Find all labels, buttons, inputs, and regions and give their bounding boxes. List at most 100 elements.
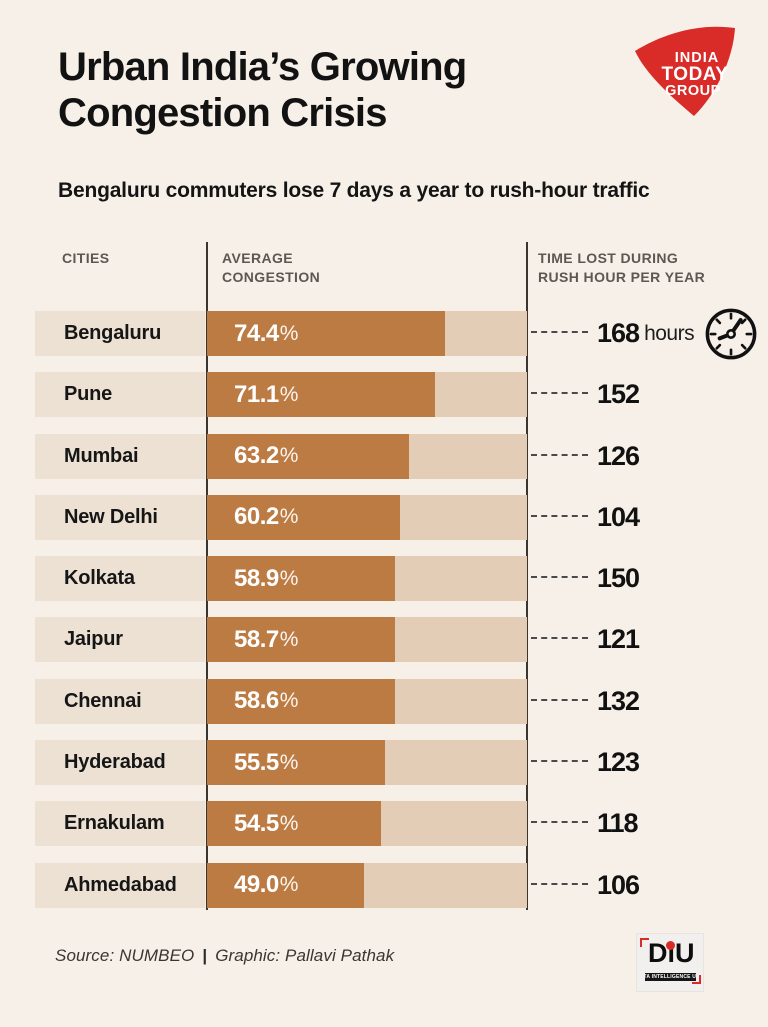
congestion-value: 55.5 — [234, 748, 279, 776]
congestion-bar-track: 49.0% — [207, 862, 527, 908]
time-lost-group: 118 — [597, 801, 643, 846]
percent-sign: % — [279, 382, 299, 406]
dashed-connector-line — [531, 760, 588, 763]
congestion-value: 49.0 — [234, 871, 279, 899]
table-row: Pune 71.1% 152 — [0, 372, 768, 418]
dashed-connector-line — [531, 453, 588, 456]
congestion-value: 71.1 — [234, 380, 279, 408]
time-lost-group: 123 — [597, 740, 644, 785]
congestion-bar-fill: 63.2% — [207, 433, 410, 479]
diu-fingerprint-dot-icon — [666, 941, 675, 950]
dashed-connector-line — [531, 331, 588, 333]
dashed-connector-line — [531, 698, 588, 701]
column-header-cities: CITIES — [62, 250, 110, 266]
congestion-bar-fill: 60.2% — [207, 494, 400, 540]
dashed-connector-line — [531, 821, 588, 824]
time-lost-group: 121 — [597, 617, 644, 662]
table-row: Ernakulam 54.5% 118 — [0, 801, 768, 847]
time-lost-group: 168 hours — [597, 308, 759, 359]
diu-corner-bracket-top-left — [640, 938, 649, 947]
hours-value: 168 — [597, 318, 640, 348]
hours-value: 121 — [597, 624, 640, 655]
congestion-value: 63.2 — [234, 442, 279, 470]
table-row: Chennai 58.6% 132 — [0, 678, 768, 724]
source-credit-line: Source: NUMBEO | Graphic: Pallavi Pathak — [55, 946, 394, 966]
congestion-bar-track: 71.1% — [207, 372, 527, 418]
percent-sign: % — [279, 750, 299, 774]
congestion-bar-fill: 58.7% — [207, 617, 395, 663]
city-label: Bengaluru — [35, 311, 205, 356]
time-lost-group: 126 — [597, 434, 644, 479]
congestion-value: 58.7 — [234, 625, 279, 653]
hours-unit-label: hours — [644, 321, 695, 345]
percent-sign: % — [279, 321, 299, 345]
column-divider-left — [206, 242, 208, 910]
time-lost-group: 106 — [597, 863, 644, 908]
source-text: Source: NUMBEO — [55, 946, 195, 965]
page-title: Urban India’s Growing Congestion Crisis — [58, 44, 467, 136]
city-label: New Delhi — [35, 494, 205, 540]
dashed-connector-line — [531, 514, 588, 517]
percent-sign: % — [279, 627, 299, 651]
logo-line-group: GROUP — [665, 83, 721, 99]
city-label: Hyderabad — [35, 740, 205, 786]
congestion-bar-track: 55.5% — [207, 740, 527, 786]
congestion-bar-fill: 58.6% — [207, 678, 395, 724]
diu-corner-bracket-bottom-right — [692, 975, 701, 984]
table-row: Ahmedabad 49.0% 106 — [0, 862, 768, 908]
congestion-bar-track: 54.5% — [207, 801, 527, 847]
hours-value: 106 — [597, 869, 640, 900]
page-subtitle: Bengaluru commuters lose 7 days a year t… — [58, 179, 650, 202]
diu-tagline: DATA INTELLIGENCE UNIT — [645, 973, 696, 981]
percent-sign: % — [279, 873, 299, 897]
time-lost-group: 150 — [597, 556, 644, 601]
clock-icon — [703, 306, 759, 362]
dashed-connector-line — [531, 637, 588, 640]
rows: Bengaluru 74.4% 168 hours — [0, 308, 768, 924]
hours-value: 150 — [597, 563, 640, 594]
congestion-bar-track: 58.9% — [207, 556, 527, 602]
congestion-bar-fill: 55.5% — [207, 740, 385, 786]
congestion-value: 74.4 — [234, 319, 279, 347]
percent-sign: % — [279, 811, 299, 835]
graphic-credit-text: Graphic: Pallavi Pathak — [215, 946, 395, 965]
logo-line-today: TODAY — [662, 64, 729, 85]
india-today-group-logo: INDIA TODAY GROUP — [635, 26, 735, 117]
source-separator: | — [202, 946, 208, 965]
percent-sign: % — [279, 566, 299, 590]
city-label: Kolkata — [35, 556, 205, 602]
logo-triangle-shape — [635, 26, 735, 117]
hours-value: 123 — [597, 747, 640, 778]
table-row: New Delhi 60.2% 104 — [0, 494, 768, 540]
dashed-connector-line — [531, 392, 588, 395]
page-title-line1: Urban India’s Growing — [58, 45, 467, 89]
congestion-bar-track: 58.7% — [207, 617, 527, 663]
congestion-bar-track: 58.6% — [207, 678, 527, 724]
percent-sign: % — [279, 689, 299, 713]
congestion-bar-fill: 74.4% — [207, 311, 446, 356]
congestion-bar-track: 63.2% — [207, 433, 527, 479]
congestion-value: 58.6 — [234, 687, 279, 715]
table-row: Mumbai 63.2% 126 — [0, 433, 768, 479]
congestion-value: 60.2 — [234, 503, 279, 531]
hours-value: 132 — [597, 685, 640, 716]
dashed-connector-line — [531, 882, 588, 885]
table-row: Jaipur 58.7% 121 — [0, 617, 768, 663]
logo-line-india: INDIA — [675, 50, 719, 66]
congestion-bar-fill: 58.9% — [207, 556, 396, 602]
percent-sign: % — [279, 505, 299, 529]
congestion-bar-fill: 54.5% — [207, 801, 382, 847]
city-label: Ernakulam — [35, 801, 205, 847]
congestion-bar-fill: 49.0% — [207, 862, 364, 908]
diu-logo: DiU DATA INTELLIGENCE UNIT — [636, 933, 704, 992]
time-lost-group: 104 — [597, 495, 644, 540]
congestion-value: 54.5 — [234, 809, 279, 837]
time-lost-group: 132 — [597, 679, 644, 724]
percent-sign: % — [279, 444, 299, 468]
city-label: Ahmedabad — [35, 862, 205, 908]
congestion-bar-track: 60.2% — [207, 494, 527, 540]
city-label: Jaipur — [35, 617, 205, 663]
page-title-line2: Congestion Crisis — [58, 91, 387, 135]
hours-value: 118 — [597, 808, 639, 839]
